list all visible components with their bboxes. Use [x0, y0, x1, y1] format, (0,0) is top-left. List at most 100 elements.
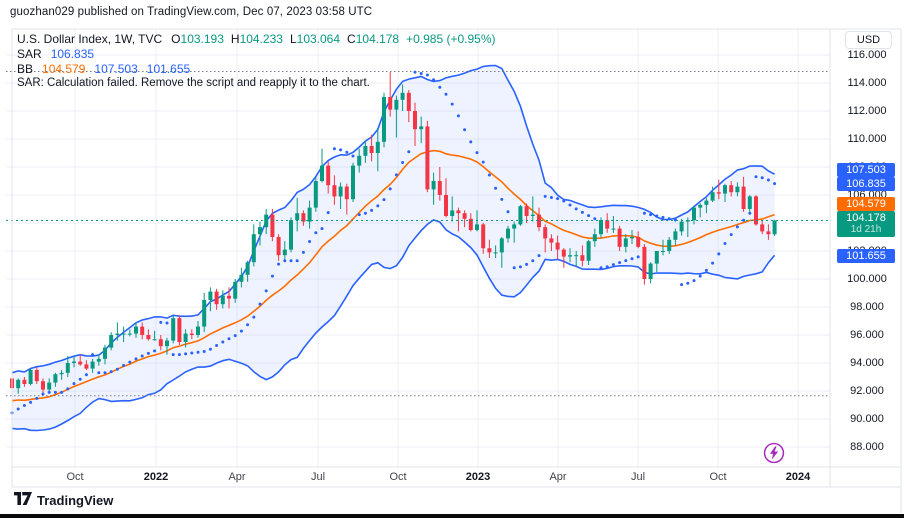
candle [462, 213, 467, 219]
candle [72, 361, 76, 363]
sar-dot [382, 198, 386, 202]
bb-upper-line [11, 64, 775, 374]
candle [270, 214, 275, 237]
sar-dot [159, 320, 163, 324]
price-tick-label: 100.000 [847, 273, 887, 285]
time-tick-label: 2023 [465, 471, 491, 483]
sar-dot [252, 315, 256, 319]
sar-dot [599, 266, 603, 270]
time-axis[interactable]: Oct 2022 Apr Jul Oct 2023 Apr Jul Oct 2024 [0, 469, 904, 486]
sar-dot [202, 350, 206, 354]
candle [239, 274, 244, 282]
candle [716, 192, 721, 194]
legend-symbol-row[interactable]: U.S. Dollar Index, 1W, TVC O103.193 H104… [17, 31, 496, 46]
sar-dot [419, 72, 423, 76]
bb-basis-badge: 104.579 [837, 197, 895, 211]
sar-dot [413, 70, 417, 74]
lightning-icon [769, 446, 779, 460]
sar-dot [97, 371, 101, 375]
candle [406, 92, 411, 111]
bar-countdown: 1d 21h [850, 224, 882, 235]
candle [245, 262, 250, 275]
sar-dot [357, 213, 361, 217]
price-axis[interactable]: 116.000114.000112.000110.000108.000106.0… [830, 29, 904, 467]
candle [679, 221, 684, 232]
candle [450, 210, 455, 216]
sar-dot [760, 176, 764, 180]
candle [208, 291, 213, 300]
sar-dot [704, 268, 708, 272]
candle [468, 218, 473, 230]
sar-dot [332, 147, 336, 151]
sar-dot [642, 211, 646, 215]
candle [766, 231, 771, 235]
candle [282, 249, 287, 256]
sar-dot [295, 259, 299, 263]
candle [723, 185, 727, 194]
candle [165, 340, 169, 347]
tradingview-logo-icon [14, 491, 32, 510]
candle [375, 141, 380, 153]
candle [456, 210, 461, 214]
legend-sar-row[interactable]: SAR 106.835 [17, 46, 496, 61]
sar-dot [165, 321, 169, 325]
series-layer [11, 64, 776, 432]
sar-dot [277, 262, 281, 266]
candle [41, 381, 45, 390]
bb-basis-value: 104.579 [42, 61, 86, 76]
sar-dot [128, 360, 132, 364]
sar-dot [184, 352, 188, 356]
sar-dot [711, 261, 715, 265]
time-tick-label: Oct [66, 471, 84, 483]
sar-dot [649, 213, 653, 217]
sar-dot [518, 265, 522, 269]
sar-dot [444, 92, 448, 96]
sar-dot [29, 400, 33, 404]
sar-dot [568, 203, 572, 207]
candle [692, 207, 696, 221]
candle [59, 372, 64, 375]
candle [152, 339, 157, 341]
candle [568, 255, 572, 257]
candle [357, 155, 362, 166]
candle [90, 361, 95, 369]
sar-dot [543, 194, 547, 198]
currency-toggle-button[interactable]: USD [845, 31, 892, 49]
price-tick-label: 88.000 [850, 441, 884, 453]
sar-dot [580, 210, 584, 214]
candle [760, 224, 765, 232]
sar-dot [35, 396, 39, 400]
ohlc-close: C104.178 [347, 31, 400, 46]
sar-dot [376, 204, 380, 208]
candle [313, 181, 318, 208]
candle [512, 224, 517, 229]
legend-bb-row[interactable]: BB 104.579 107.503 101.655 [17, 61, 496, 76]
flash-snapshot-button[interactable] [763, 442, 785, 464]
change-value: +0.985 (+0.95%) [406, 31, 496, 46]
sar-dot [717, 252, 721, 256]
sar-dot [624, 259, 628, 263]
sar-dot [115, 367, 119, 371]
tradingview-logo[interactable]: TradingView [14, 491, 113, 510]
bb-upper-badge: 107.503 [837, 163, 895, 177]
sar-dot [314, 231, 318, 235]
candle [549, 238, 554, 243]
candle [555, 242, 560, 250]
bb-upper-value: 107.503 [94, 61, 138, 76]
ohlc-open: O103.193 [171, 31, 224, 46]
sar-dot [748, 211, 752, 215]
candle [338, 186, 343, 197]
candle [710, 192, 715, 201]
candle [772, 220, 777, 235]
candle [586, 241, 591, 261]
sar-dot [221, 340, 225, 344]
time-tick-label: 2024 [785, 471, 811, 483]
sar-dot [227, 337, 231, 341]
candle [561, 249, 566, 257]
candle [96, 358, 101, 362]
sar-dot [72, 382, 76, 386]
candle [233, 281, 238, 299]
time-tick-label: Jul [630, 471, 646, 483]
candle [592, 234, 597, 242]
